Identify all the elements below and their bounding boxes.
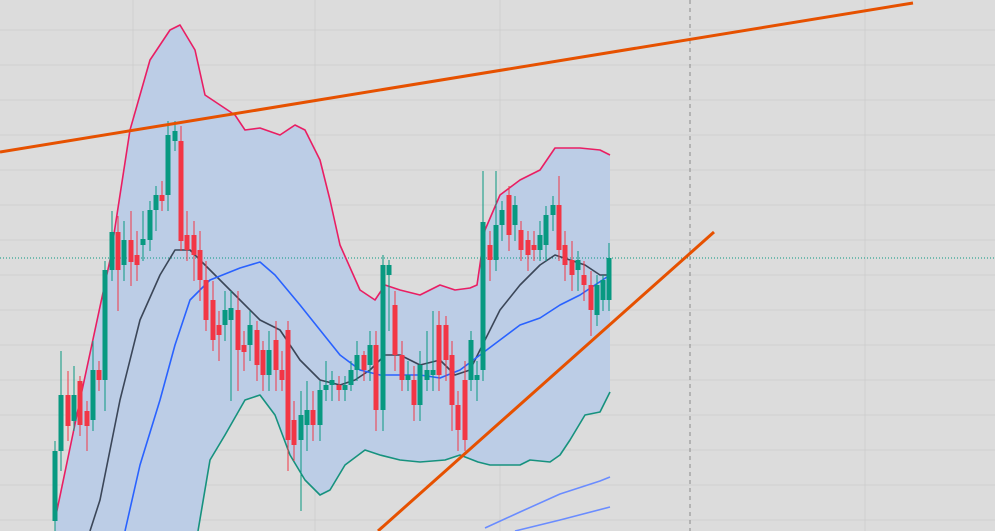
- candle-body: [531, 245, 537, 250]
- candle-body: [304, 410, 310, 425]
- candle-body: [354, 355, 360, 370]
- candle-body: [228, 308, 234, 320]
- candle-body: [436, 325, 442, 375]
- candle-body: [153, 195, 159, 210]
- candle-body: [134, 255, 140, 265]
- band-fill: [55, 25, 610, 531]
- candle-body: [499, 210, 505, 225]
- candle-body: [449, 355, 455, 405]
- candle-body: [298, 415, 304, 440]
- candle-body: [266, 350, 272, 375]
- candle-body: [367, 345, 373, 365]
- candle-body: [424, 370, 430, 380]
- candle-body: [165, 135, 171, 195]
- candle-body: [184, 235, 190, 250]
- candle-body: [455, 405, 461, 430]
- candle-body: [380, 265, 386, 410]
- candle-body: [430, 370, 436, 375]
- candle-body: [556, 205, 562, 250]
- candle-body: [279, 370, 285, 380]
- candle-body: [147, 210, 153, 240]
- candle-body: [411, 380, 417, 405]
- candle-body: [493, 225, 499, 260]
- candle-body: [417, 365, 423, 405]
- candle-body: [373, 345, 379, 410]
- candle-body: [172, 131, 178, 141]
- candle-body: [203, 280, 209, 320]
- candle-body: [606, 258, 612, 300]
- candle-body: [588, 285, 594, 310]
- candle-body: [115, 232, 121, 270]
- candle-body: [518, 230, 524, 250]
- indicator-line: [89, 249, 610, 531]
- candle-body: [90, 370, 96, 420]
- candle-body: [191, 235, 197, 255]
- candle-body: [102, 270, 108, 380]
- candle-body: [512, 205, 518, 225]
- candle-body: [581, 275, 587, 285]
- candle-body: [159, 195, 165, 201]
- candle-body: [329, 380, 335, 385]
- candle-body: [336, 385, 342, 390]
- candle-body: [525, 240, 531, 255]
- candle-body: [480, 222, 486, 370]
- candle-body: [121, 240, 127, 265]
- indicator-line: [54, 24, 611, 521]
- candle-body: [77, 381, 83, 425]
- candle-body: [52, 451, 58, 521]
- candle-body: [96, 370, 102, 380]
- candle-body: [468, 340, 474, 380]
- candle-body: [254, 330, 260, 365]
- candle-body: [600, 280, 606, 300]
- candle-body: [235, 310, 241, 350]
- candle-body: [562, 245, 568, 265]
- candle-body: [273, 340, 279, 370]
- candle-body: [140, 239, 146, 245]
- candle-body: [285, 330, 291, 440]
- candle-body: [323, 385, 329, 390]
- trend-line: [0, 1, 914, 154]
- candle-body: [58, 395, 64, 451]
- candle-body: [386, 265, 392, 275]
- candle-body: [310, 410, 316, 425]
- candle-body: [487, 245, 493, 260]
- candle-body: [84, 411, 90, 426]
- candle-body: [569, 260, 575, 275]
- candle-body: [537, 235, 543, 250]
- candle-body: [317, 390, 323, 425]
- candle-body: [543, 215, 549, 245]
- candle-body: [462, 380, 468, 440]
- candle-body: [474, 375, 480, 380]
- candle-body: [109, 232, 115, 270]
- candle-body: [178, 141, 184, 241]
- candle-body: [71, 395, 77, 421]
- candle-body: [443, 325, 449, 360]
- candle-body: [222, 310, 228, 325]
- candle-body: [361, 355, 367, 370]
- candle-body: [392, 305, 398, 355]
- candle-body: [260, 350, 266, 375]
- candle-body: [575, 260, 581, 270]
- candle-body: [210, 300, 216, 340]
- candle-body: [216, 325, 222, 335]
- indicator-line: [484, 476, 611, 529]
- candle-body: [399, 355, 405, 380]
- candle-body: [247, 325, 253, 345]
- trend-line: [377, 230, 715, 531]
- candle-body: [197, 250, 203, 280]
- candle-body: [65, 395, 71, 426]
- candle-body: [594, 285, 600, 315]
- candle-body: [342, 385, 348, 390]
- candle-body: [128, 240, 134, 262]
- candle-body: [348, 370, 354, 385]
- candle-body: [405, 375, 411, 380]
- candle-body: [550, 205, 556, 215]
- candle-body: [241, 345, 247, 352]
- candle-body: [506, 195, 512, 235]
- candle-body: [291, 420, 297, 445]
- indicator-line: [197, 391, 611, 531]
- indicator-line: [514, 506, 611, 531]
